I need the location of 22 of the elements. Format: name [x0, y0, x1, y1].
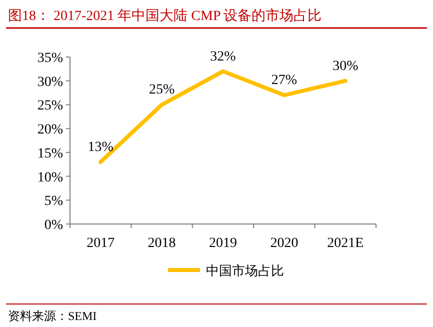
x-tick-label: 2020: [270, 236, 298, 251]
y-tick-label: 35%: [37, 51, 64, 66]
x-tick-label: 2019: [209, 236, 237, 251]
y-tick-label: 15%: [37, 146, 64, 162]
x-tick-label: 2018: [148, 236, 176, 251]
y-tick-label: 10%: [37, 170, 64, 186]
y-tick-label: 25%: [37, 98, 64, 114]
data-label: 30%: [332, 58, 359, 74]
y-tick-label: 30%: [37, 74, 64, 90]
data-label: 25%: [148, 82, 175, 98]
y-tick-label: 20%: [37, 122, 64, 138]
text: 资料来源：SEMI: [8, 309, 97, 323]
legend-label: 中国市场占比: [206, 263, 284, 278]
data-label: 32%: [210, 49, 236, 64]
x-tick-label: 2017: [86, 236, 115, 251]
data-label: 13%: [88, 140, 114, 155]
y-tick-label: 0%: [44, 218, 64, 233]
chart-title: 图18： 2017-2021 年中国大陆 CMP 设备的市场占比: [8, 8, 322, 24]
legend: 中国市场占比: [168, 263, 284, 278]
data-label: 27%: [271, 73, 298, 88]
x-tick-label: 2021E: [327, 236, 364, 251]
y-tick-label: 5%: [44, 194, 64, 210]
